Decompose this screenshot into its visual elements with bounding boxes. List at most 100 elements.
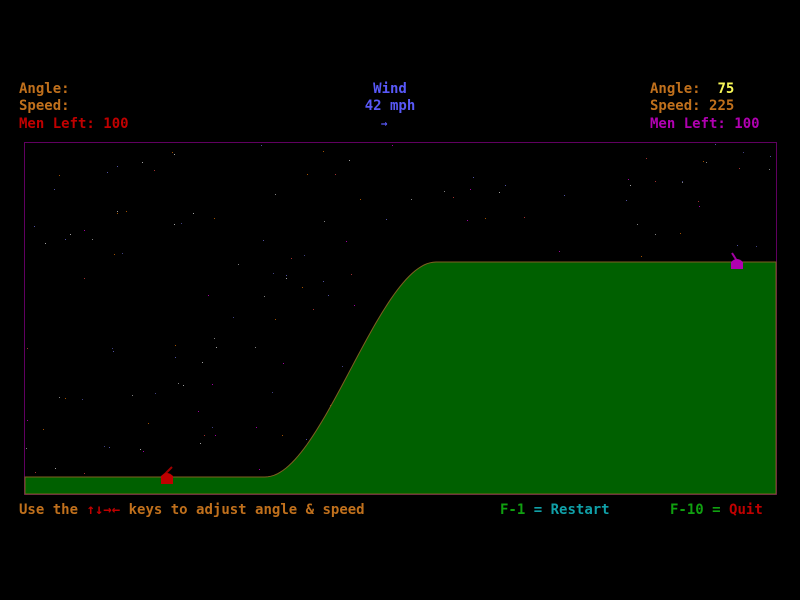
star xyxy=(628,179,629,180)
star xyxy=(637,224,638,225)
star xyxy=(630,185,631,186)
star xyxy=(360,199,361,200)
left-angle: Angle: xyxy=(19,81,78,98)
star xyxy=(342,366,343,367)
star xyxy=(204,435,205,436)
star xyxy=(473,177,474,178)
left-cannon xyxy=(161,466,173,484)
star xyxy=(307,174,308,175)
star xyxy=(769,169,770,170)
star xyxy=(55,468,56,469)
quit-hint[interactable]: F-10 = Quit xyxy=(670,502,763,519)
star xyxy=(698,201,699,202)
star xyxy=(291,258,292,259)
star xyxy=(655,181,656,182)
star xyxy=(273,273,274,274)
star xyxy=(351,274,352,275)
right-angle: Angle: 75 xyxy=(650,81,734,98)
star xyxy=(43,429,44,430)
star xyxy=(467,220,468,221)
star xyxy=(739,168,740,169)
star xyxy=(286,278,287,279)
star xyxy=(142,162,143,163)
star xyxy=(444,191,445,192)
left-speed: Speed: xyxy=(19,98,78,115)
right-cannon-body xyxy=(731,259,743,269)
restart-hint[interactable]: F-1 = Restart xyxy=(500,502,610,519)
restart-key: F-1 xyxy=(500,502,526,518)
wind-title: Wind xyxy=(373,81,407,97)
star xyxy=(282,435,283,436)
left-men-left-label: Men Left: xyxy=(19,116,95,132)
star xyxy=(354,305,355,306)
star xyxy=(626,200,627,201)
star xyxy=(283,363,284,364)
star xyxy=(193,213,194,214)
star xyxy=(107,172,108,173)
star xyxy=(756,246,757,247)
star xyxy=(524,217,525,218)
right-cannon xyxy=(731,252,743,269)
star xyxy=(324,221,325,222)
star xyxy=(82,399,83,400)
restart-eq: = xyxy=(533,502,543,518)
right-angle-label: Angle: xyxy=(650,81,701,97)
star xyxy=(680,233,681,234)
star xyxy=(122,253,123,254)
right-speed: Speed: 225 xyxy=(650,98,734,115)
star xyxy=(112,348,113,349)
star xyxy=(392,145,393,146)
star xyxy=(202,362,203,363)
star xyxy=(346,241,347,242)
star xyxy=(84,473,85,474)
star xyxy=(143,451,144,452)
wind-speed: 42 mph xyxy=(364,98,416,114)
star xyxy=(216,347,217,348)
instructions: Use the ↑↓→← keys to adjust angle & spee… xyxy=(19,502,365,519)
star xyxy=(214,338,215,339)
star xyxy=(261,145,262,146)
star xyxy=(84,230,85,231)
star xyxy=(54,189,55,190)
star xyxy=(175,345,176,346)
star xyxy=(126,211,127,212)
star xyxy=(386,219,387,220)
star xyxy=(174,224,175,225)
star xyxy=(148,423,149,424)
terrain xyxy=(24,261,777,495)
star xyxy=(411,199,412,200)
star xyxy=(323,151,324,152)
star xyxy=(323,281,324,282)
star xyxy=(706,162,707,163)
star xyxy=(770,156,771,157)
star xyxy=(335,174,336,175)
star xyxy=(26,448,27,449)
star xyxy=(275,194,276,195)
star xyxy=(263,240,264,241)
star xyxy=(214,218,215,219)
right-men-left: Men Left: 100 xyxy=(650,116,760,133)
star xyxy=(328,295,329,296)
star xyxy=(304,255,305,256)
restart-label: Restart xyxy=(550,502,610,518)
star xyxy=(117,211,118,212)
star xyxy=(255,347,256,348)
star xyxy=(259,469,260,470)
right-men-left-value: 100 xyxy=(734,116,760,132)
star xyxy=(233,317,234,318)
star xyxy=(45,243,46,244)
star xyxy=(212,384,213,385)
star xyxy=(114,254,115,255)
star xyxy=(349,160,350,161)
star xyxy=(699,206,700,207)
star xyxy=(682,181,683,182)
star xyxy=(286,275,287,276)
star xyxy=(238,264,239,265)
star xyxy=(172,152,173,153)
arrow-keys-icon: ↑↓→← xyxy=(86,502,121,518)
star xyxy=(140,449,141,450)
star xyxy=(302,287,303,288)
star xyxy=(655,234,656,235)
star xyxy=(70,234,71,235)
star xyxy=(256,427,257,428)
